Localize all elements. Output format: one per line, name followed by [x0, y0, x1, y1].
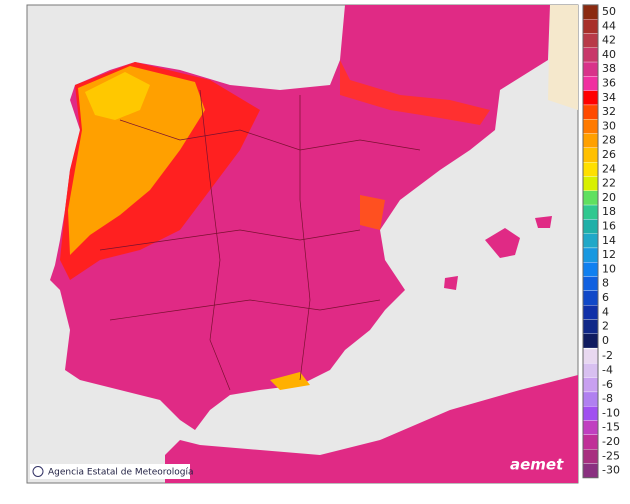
- legend-swatch: [582, 47, 599, 63]
- legend-label: 42: [602, 34, 616, 47]
- legend-swatch: [582, 448, 599, 464]
- border: [119, 119, 421, 151]
- legend-label: -6: [602, 378, 613, 391]
- legend-swatch: [582, 90, 599, 106]
- legend-label: 4: [602, 305, 609, 318]
- legend-label: 40: [602, 48, 616, 61]
- legend-swatch: [582, 204, 599, 220]
- border: [299, 95, 311, 381]
- island: [535, 216, 552, 228]
- legend-swatch: [582, 319, 599, 334]
- legend-swatch: [582, 133, 599, 149]
- credit-box: [30, 464, 190, 479]
- legend-label: 14: [602, 234, 616, 247]
- province-borders: [99, 89, 421, 391]
- legend-label: 28: [602, 134, 616, 147]
- legend-label: 50: [602, 5, 616, 18]
- legend-label: 36: [602, 77, 616, 90]
- legend-swatch: [582, 333, 599, 349]
- legend-label: -2: [602, 349, 613, 362]
- legend-label: -25: [602, 449, 620, 462]
- legend-label: 10: [602, 262, 616, 275]
- legend-label: 0: [602, 334, 609, 347]
- legend-label: 12: [602, 248, 616, 261]
- island: [485, 228, 520, 258]
- legend-label: 16: [602, 220, 616, 233]
- no-data-area: [548, 5, 578, 110]
- legend-swatch: [582, 262, 599, 277]
- legend-swatch: [582, 176, 599, 191]
- legend-label: 44: [602, 19, 616, 32]
- warm-zone: [360, 195, 385, 230]
- legend-swatch: [582, 290, 599, 306]
- legend-label: 20: [602, 191, 616, 204]
- legend-swatch: [582, 363, 599, 378]
- legend-swatch: [582, 147, 599, 163]
- legend: 5044424038363432302826242220181614121086…: [582, 4, 620, 479]
- legend-label: 32: [602, 105, 616, 118]
- credit: Agencia Estatal de Meteorología: [48, 468, 194, 478]
- legend-swatch: [582, 219, 599, 234]
- warm-zone: [340, 60, 490, 125]
- legend-swatch: [582, 304, 599, 320]
- legend-label: 30: [602, 119, 616, 132]
- legend-swatch: [582, 391, 599, 407]
- legend-label: -10: [602, 406, 620, 419]
- border: [199, 89, 231, 391]
- cool-zone: [85, 72, 150, 120]
- legend-label: -30: [602, 464, 620, 477]
- legend-label: 6: [602, 291, 609, 304]
- legend-label: 34: [602, 91, 616, 104]
- legend-label: 38: [602, 62, 616, 75]
- island: [444, 276, 458, 290]
- legend-swatch: [582, 61, 599, 77]
- border: [109, 299, 381, 321]
- legend-swatch: [582, 434, 599, 450]
- legend-swatch: [582, 463, 599, 478]
- legend-swatch: [582, 119, 599, 134]
- legend-swatch: [582, 276, 599, 291]
- legend-swatch: [582, 190, 599, 206]
- legend-swatch: [582, 247, 599, 263]
- legend-label: -15: [602, 421, 620, 434]
- legend-frame: [582, 4, 599, 479]
- legend-label: -8: [602, 392, 613, 405]
- legend-swatch: [582, 18, 599, 34]
- border: [99, 229, 361, 251]
- legend-swatch: [582, 420, 599, 435]
- legend-label: 8: [602, 277, 609, 290]
- warm-zone: [270, 372, 310, 390]
- legend-label: 2: [602, 320, 609, 333]
- legend-swatch: [582, 406, 599, 421]
- legend-swatch: [582, 348, 599, 364]
- legend-swatch: [582, 233, 599, 249]
- africa-heat: [165, 375, 578, 483]
- legend-swatch: [582, 4, 599, 20]
- legend-swatch: [582, 33, 599, 48]
- legend-swatch: [582, 104, 599, 120]
- legend-label: 26: [602, 148, 616, 161]
- legend-label: 24: [602, 162, 616, 175]
- legend-swatch: [582, 161, 599, 177]
- logo: aemet: [510, 456, 564, 474]
- legend-swatch: [582, 377, 599, 393]
- legend-label: -4: [602, 364, 613, 377]
- legend-label: -20: [602, 435, 620, 448]
- legend-label: 18: [602, 205, 616, 218]
- copyright-icon: [32, 466, 44, 477]
- legend-swatch: [582, 76, 599, 91]
- legend-label: 22: [602, 177, 616, 190]
